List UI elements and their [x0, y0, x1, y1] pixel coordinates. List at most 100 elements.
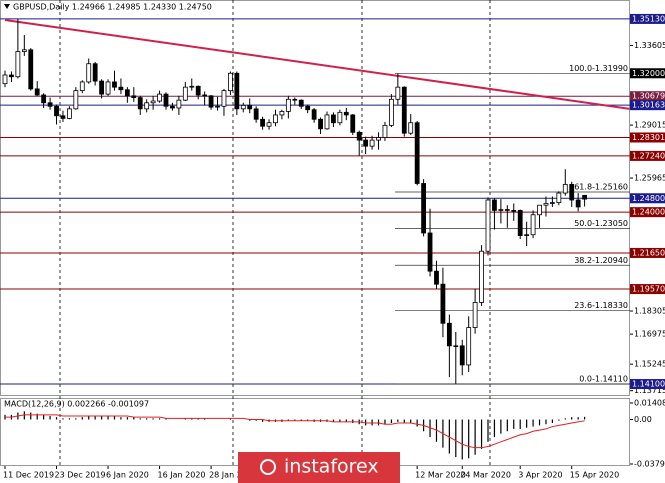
- candle-body: [182, 86, 188, 101]
- candle-body: [318, 118, 323, 130]
- candle-body: [28, 49, 34, 90]
- fib-label: 61.8-1.25160: [574, 183, 628, 192]
- level-box: [630, 132, 665, 143]
- candle-body: [176, 99, 182, 109]
- signal-line: [5, 414, 585, 449]
- y-tick-label: 1.29015: [634, 121, 665, 130]
- x-tick-label: 15 Apr 2020: [570, 471, 619, 480]
- candle-body: [195, 85, 201, 96]
- candle-body: [575, 199, 581, 208]
- level-box: [630, 193, 665, 204]
- y-tick-label: -0.037909: [634, 460, 665, 469]
- x-tick-label: 28 Jan 2020: [209, 471, 257, 480]
- candle-body: [273, 114, 278, 124]
- level-label: 1.28301: [632, 133, 665, 142]
- level-box: [630, 247, 665, 258]
- candle-body: [434, 270, 439, 285]
- trendline: [4, 18, 630, 110]
- candle-body: [369, 139, 375, 147]
- candle-body: [343, 111, 349, 116]
- candle-body: [118, 86, 124, 91]
- candle-body: [240, 104, 246, 110]
- candle-body: [247, 104, 253, 110]
- level-label: 1.27240: [632, 151, 665, 160]
- candle-body: [446, 322, 452, 347]
- candle-body: [285, 98, 291, 112]
- candle-body: [537, 204, 542, 216]
- y-tick-label: 1.18305: [634, 307, 665, 316]
- level-box: [630, 100, 665, 111]
- candle-body: [517, 210, 523, 236]
- fib-label: 23.6-1.18330: [574, 301, 628, 310]
- candle-body: [131, 95, 137, 98]
- candle-body: [395, 86, 401, 100]
- candle-body: [99, 80, 104, 95]
- level-label: 1.35130: [632, 14, 665, 23]
- level-box: [630, 13, 665, 24]
- candle-body: [556, 192, 562, 204]
- candle-body: [215, 105, 220, 108]
- candle-body: [582, 194, 587, 200]
- chart-title: GBPUSD,Daily 1.24966 1.24985 1.24330 1.2…: [13, 3, 212, 12]
- candle-body: [511, 210, 517, 212]
- level-label: 1.21650: [632, 248, 665, 257]
- y-tick-label: 1.15245: [634, 360, 665, 369]
- candle-body: [492, 199, 497, 211]
- candle-body: [459, 345, 465, 366]
- y-tick-label: 1.13715: [634, 386, 665, 395]
- candle-body: [382, 124, 388, 138]
- x-tick-label: 12 Mar 2020: [415, 471, 466, 480]
- level-box: [630, 150, 665, 161]
- candle-body: [401, 86, 407, 134]
- candle-body: [292, 98, 298, 101]
- fib-label: 50.0-1.23050: [574, 219, 628, 228]
- y-tick-label: 1.16975: [634, 330, 665, 339]
- fib-label: 38.2-1.20940: [574, 256, 628, 265]
- candle-body: [562, 183, 568, 194]
- candle-body: [311, 109, 317, 120]
- candle-body: [530, 214, 536, 236]
- candle-body: [472, 302, 478, 328]
- candle-body: [408, 122, 414, 134]
- y-tick-label: 1.33605: [634, 41, 665, 50]
- y-tick-label: 0.00: [634, 415, 652, 424]
- candle-body: [41, 94, 47, 104]
- level-box: [630, 91, 665, 102]
- candle-body: [67, 108, 72, 119]
- candle-body: [170, 105, 175, 109]
- candle-body: [524, 234, 530, 236]
- candle-body: [47, 102, 53, 107]
- candle-body: [163, 93, 169, 107]
- candle-body: [15, 51, 21, 78]
- candle-body: [86, 63, 92, 83]
- fib-label: 0.0-1.14110: [579, 374, 628, 383]
- candle-body: [34, 88, 40, 96]
- candle-body: [356, 131, 362, 141]
- watermark-box: [238, 452, 400, 483]
- x-tick-label: 16 Jan 2020: [158, 471, 206, 480]
- candle-body: [2, 74, 8, 85]
- candle-body: [337, 111, 343, 124]
- level-label: 1.24800: [632, 194, 665, 203]
- level-label: 1.14100: [632, 380, 665, 389]
- candle-body: [298, 99, 304, 107]
- candle-body: [331, 114, 336, 124]
- candle-body: [21, 49, 27, 52]
- candle-body: [234, 72, 240, 110]
- candle-body: [569, 183, 575, 201]
- candle-body: [266, 122, 272, 127]
- candle-body: [79, 81, 85, 92]
- x-tick-label: 11 Dec 2019: [3, 471, 54, 480]
- candle-body: [208, 95, 214, 108]
- candle-body: [466, 327, 472, 366]
- candle-body: [150, 100, 156, 104]
- candle-body: [453, 345, 459, 348]
- candle-body: [305, 105, 311, 111]
- candle-body: [427, 232, 433, 272]
- candle-body: [253, 108, 259, 120]
- candle-body: [227, 72, 233, 92]
- candle-body: [221, 90, 227, 107]
- candle-body: [124, 89, 130, 97]
